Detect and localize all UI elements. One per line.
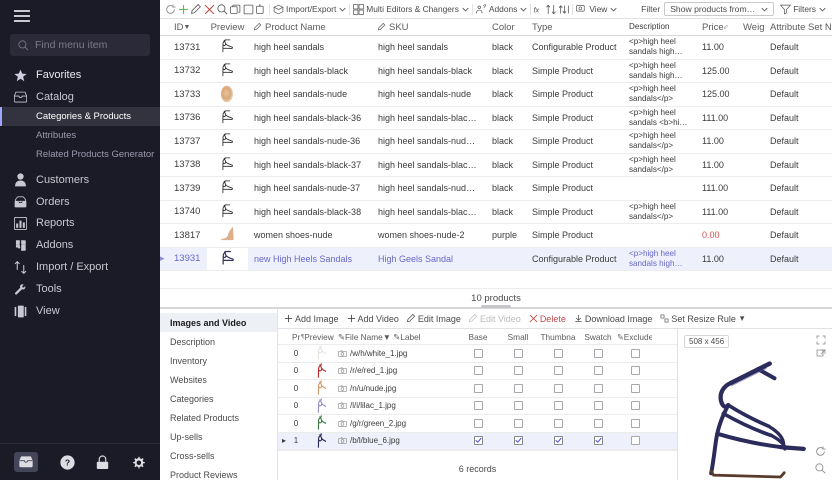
svg-text:?: ? — [65, 457, 70, 467]
svg-text:fx: fx — [534, 6, 540, 14]
